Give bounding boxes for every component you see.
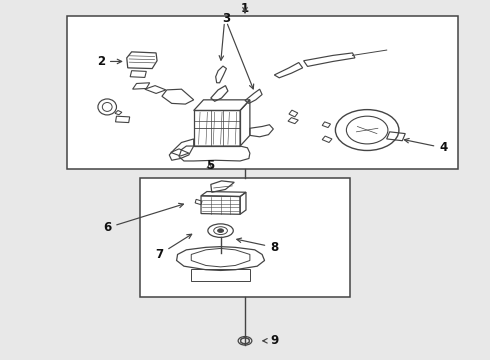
Text: 1: 1: [241, 2, 249, 15]
Text: 4: 4: [404, 139, 447, 154]
Text: 2: 2: [97, 55, 122, 68]
Text: 9: 9: [263, 334, 278, 347]
Text: 5: 5: [206, 159, 214, 172]
Text: 8: 8: [237, 238, 278, 254]
Ellipse shape: [218, 229, 223, 233]
Text: 7: 7: [155, 234, 192, 261]
Bar: [140, 178, 350, 297]
Text: 3: 3: [222, 12, 230, 25]
Text: 6: 6: [103, 203, 183, 234]
Bar: [67, 16, 458, 169]
